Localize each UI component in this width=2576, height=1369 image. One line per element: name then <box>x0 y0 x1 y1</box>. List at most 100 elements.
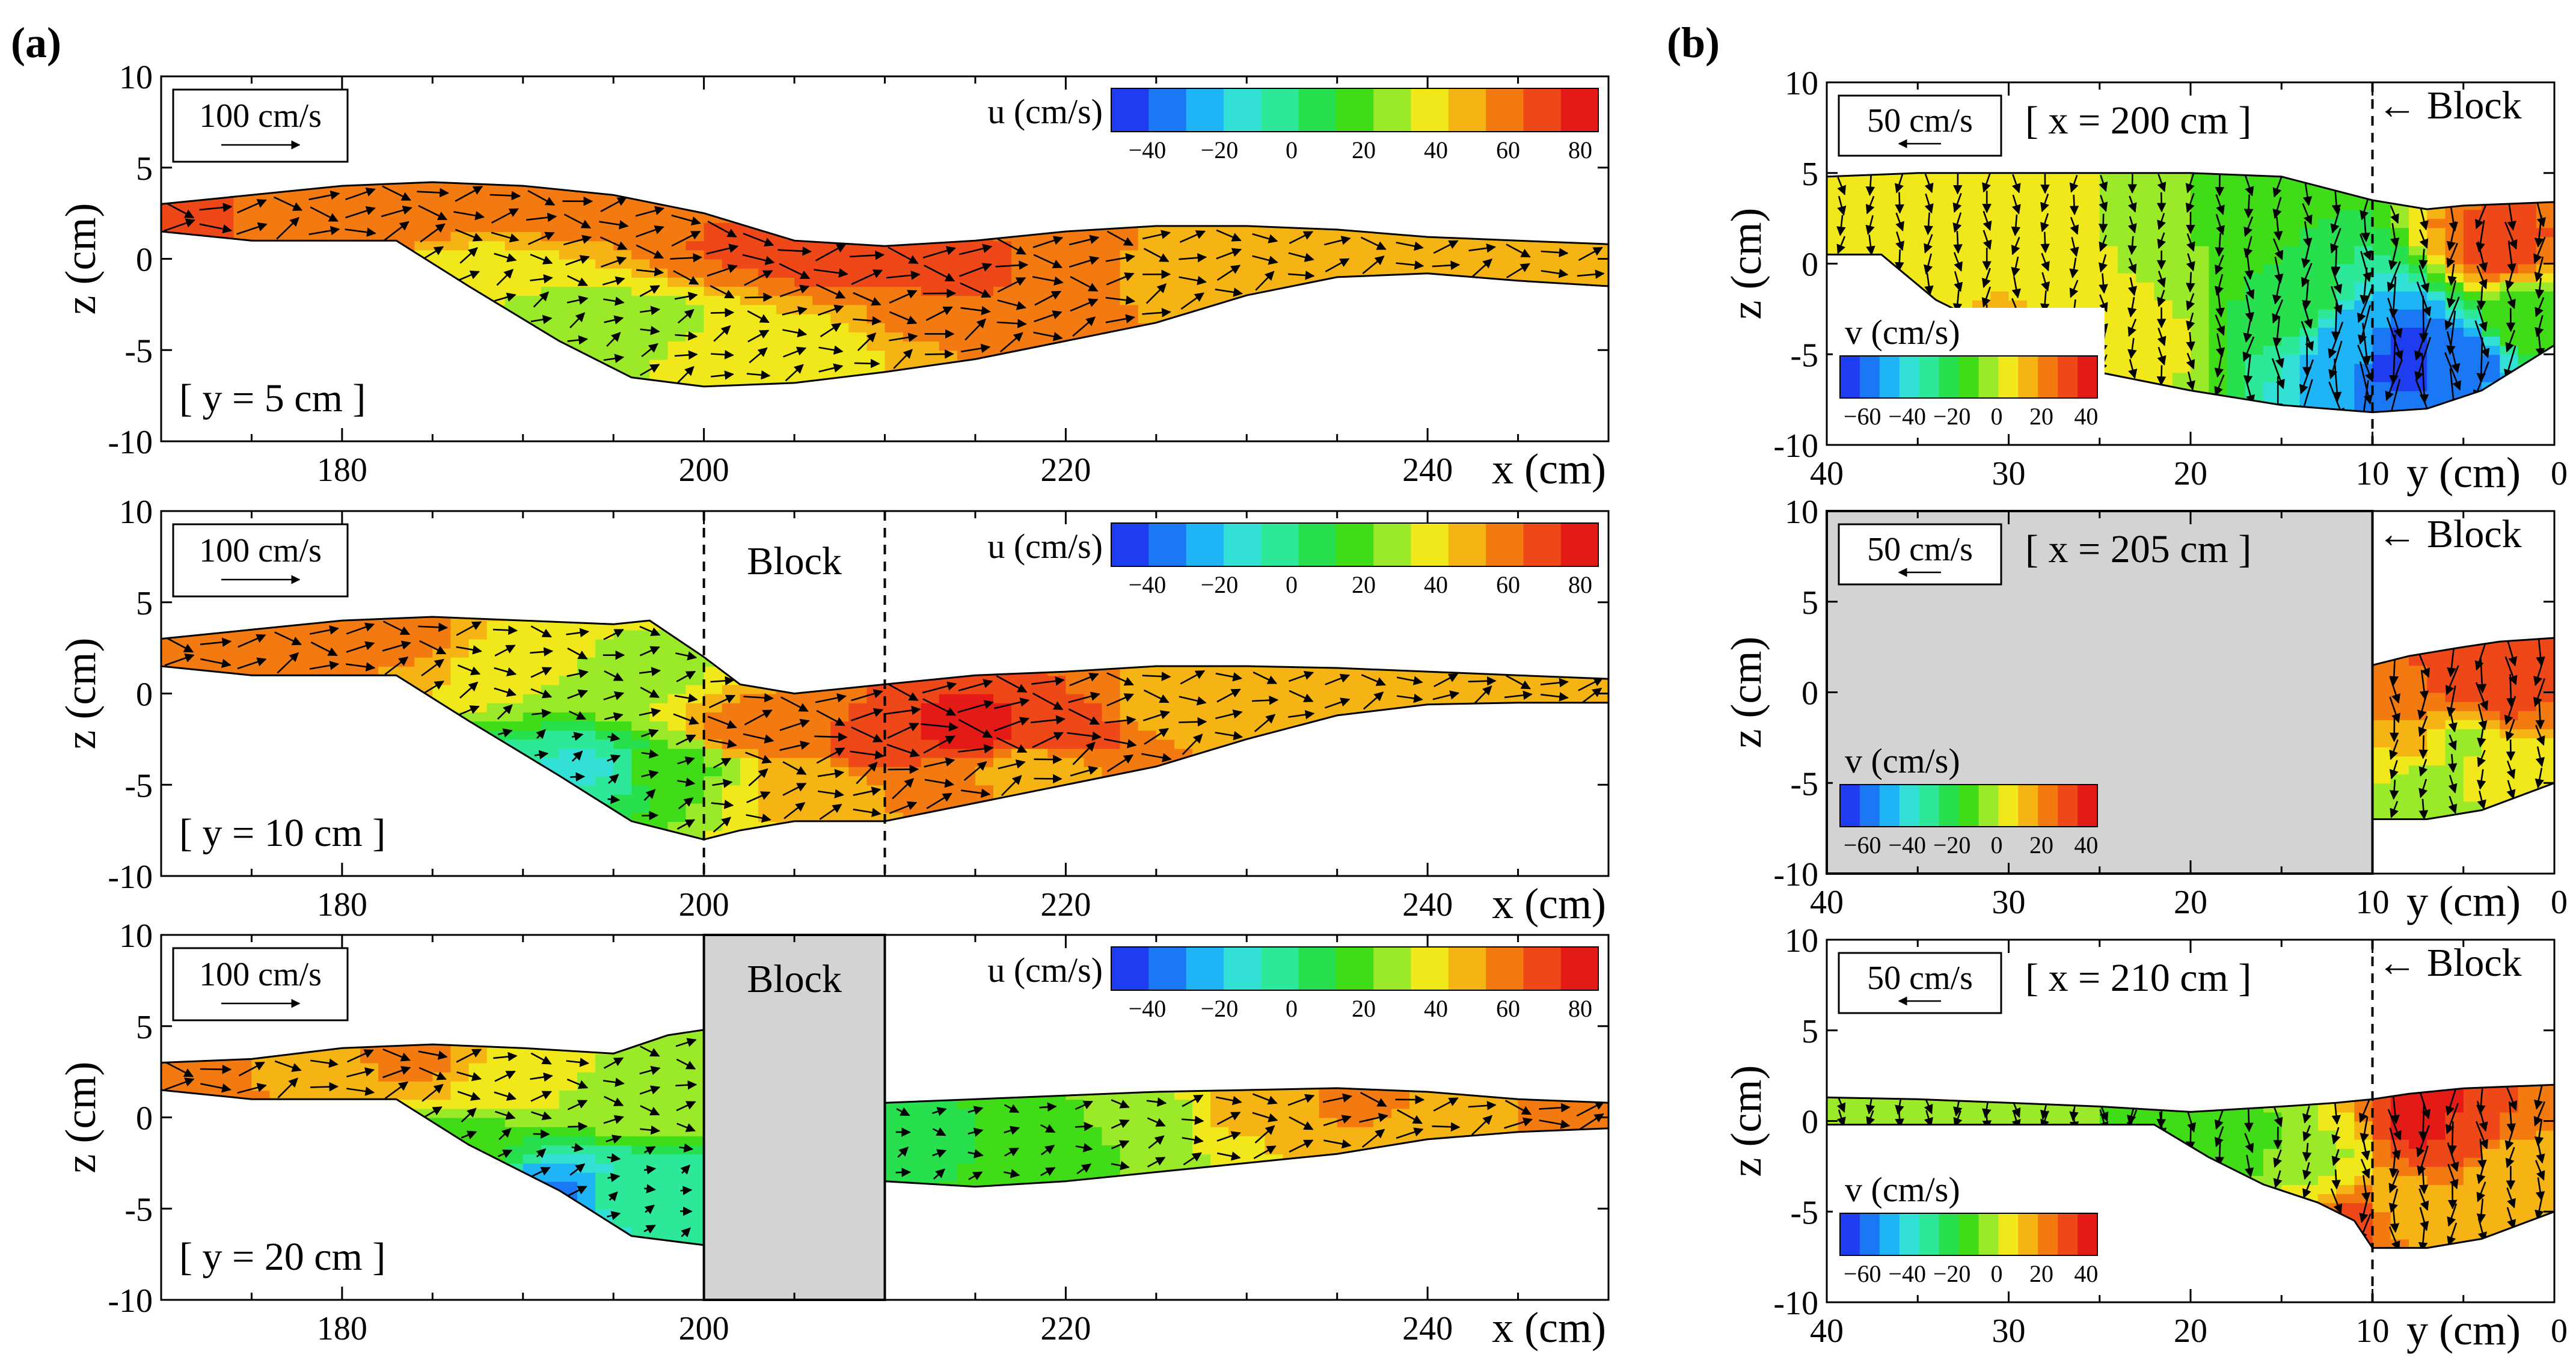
velocity-vector <box>643 1165 657 1175</box>
water-surface-line <box>161 616 1609 695</box>
velocity-vector <box>527 189 556 206</box>
velocity-vector <box>713 758 732 769</box>
colorbar-swatch <box>2058 785 2078 827</box>
y-tick-label: 0 <box>1802 675 1818 712</box>
colorbar-tick-label: −40 <box>1888 403 1926 430</box>
velocity-vector <box>675 331 698 341</box>
velocity-vector <box>709 694 736 708</box>
velocity-vector <box>746 791 771 803</box>
velocity-vector <box>1215 672 1243 682</box>
velocity-vector <box>1142 230 1171 240</box>
colorbar: v (cm/s) −60 −40 −20 0 20 40 <box>1833 308 2105 434</box>
x-tick-label: 0 <box>2551 1312 2568 1350</box>
colorbar-tick-label: 40 <box>1424 571 1448 598</box>
velocity-vector <box>1252 255 1278 265</box>
velocity-vector <box>1322 1093 1352 1103</box>
velocity-vector <box>2214 1109 2224 1130</box>
velocity-vector <box>2476 1181 2486 1202</box>
velocity-vector <box>2243 216 2254 237</box>
block-arrow-label: ← Block <box>2378 84 2522 127</box>
velocity-vector <box>1396 241 1424 251</box>
velocity-vector <box>600 236 628 250</box>
colorbar-tick-label: 40 <box>2074 1260 2098 1287</box>
velocity-vector <box>2418 229 2429 249</box>
velocity-vector <box>1837 195 1847 216</box>
bed-line <box>885 1127 1609 1188</box>
velocity-vector <box>277 652 299 674</box>
y-tick-label: 10 <box>119 59 153 96</box>
velocity-vector <box>346 641 375 653</box>
velocity-vector <box>674 693 698 703</box>
velocity-vector <box>1069 256 1100 268</box>
velocity-vector <box>643 1146 656 1155</box>
velocity-vector <box>1432 260 1461 271</box>
velocity-vector <box>1325 258 1350 272</box>
x-tick-label: 0 <box>2551 884 2568 921</box>
colorbar-swatch <box>1223 523 1262 566</box>
x-tick-label: 180 <box>317 886 367 923</box>
velocity-vector <box>1142 308 1171 317</box>
velocity-vector <box>1215 709 1243 720</box>
colorbar-swatch <box>1840 1213 1860 1255</box>
velocity-vector <box>2272 238 2284 260</box>
y-tick-label: -10 <box>108 859 153 896</box>
velocity-vector <box>2244 1133 2254 1154</box>
velocity-vector <box>1147 1156 1166 1168</box>
velocity-vector <box>1954 271 1963 292</box>
colorbar-title: v (cm/s) <box>1845 1170 1960 1209</box>
velocity-vector <box>1361 1129 1385 1148</box>
velocity-vector <box>851 269 883 285</box>
velocity-vector <box>2448 734 2457 751</box>
panel-label-a: (a) <box>11 19 61 67</box>
water-surface-line <box>1826 172 2555 210</box>
velocity-vector <box>1981 268 1991 289</box>
velocity-vector <box>745 752 772 764</box>
velocity-vector <box>644 1204 655 1214</box>
velocity-vector <box>2302 1105 2312 1124</box>
velocity-vector <box>713 325 731 342</box>
velocity-vector <box>2359 361 2373 405</box>
velocity-vector <box>274 631 302 646</box>
velocity-vector <box>384 656 409 675</box>
velocity-vector <box>816 709 845 726</box>
velocity-vector <box>2127 195 2137 213</box>
velocity-vector <box>2186 233 2195 252</box>
velocity-vector <box>641 770 659 779</box>
velocity-vector <box>2476 337 2486 383</box>
velocity-vector <box>922 698 957 716</box>
colorbar-swatch <box>1411 88 1449 132</box>
velocity-vector <box>998 759 1026 770</box>
x-tick-label: 240 <box>1402 886 1453 923</box>
velocity-vector <box>925 349 954 359</box>
velocity-vector <box>384 221 409 241</box>
colorbar-title: v (cm/s) <box>1845 313 1960 352</box>
colorbar-swatch <box>1261 523 1299 566</box>
velocity-vector <box>747 329 770 343</box>
velocity-vector <box>1288 271 1315 280</box>
colorbar-swatch <box>1411 523 1449 566</box>
velocity-vector <box>777 246 812 256</box>
velocity-vector <box>1031 715 1066 725</box>
velocity-vector <box>887 723 919 739</box>
velocity-vector <box>1982 173 1991 193</box>
velocity-vector <box>2185 193 2195 213</box>
velocity-vector <box>958 718 993 738</box>
velocity-vector <box>1105 314 1135 323</box>
velocity-vector <box>2474 320 2490 358</box>
colorbar-frame <box>1839 784 2098 827</box>
velocity-vector <box>1105 295 1136 305</box>
velocity-vector <box>1836 236 1846 254</box>
velocity-vector <box>2476 286 2486 310</box>
velocity-vector <box>600 197 627 212</box>
velocity-vector <box>968 1106 984 1115</box>
velocity-vectors <box>164 185 1605 384</box>
y-tick-label: 10 <box>1785 922 1818 960</box>
velocity-vector <box>1952 212 1962 233</box>
velocity-vector <box>2185 173 2195 194</box>
colorbar-swatch <box>1486 523 1524 566</box>
y-tick-label: 0 <box>136 1100 153 1138</box>
velocity-vector <box>2244 1154 2254 1178</box>
velocity-vector <box>607 1211 621 1220</box>
velocity-vector <box>2041 253 2050 272</box>
velocity-vector <box>957 744 994 754</box>
